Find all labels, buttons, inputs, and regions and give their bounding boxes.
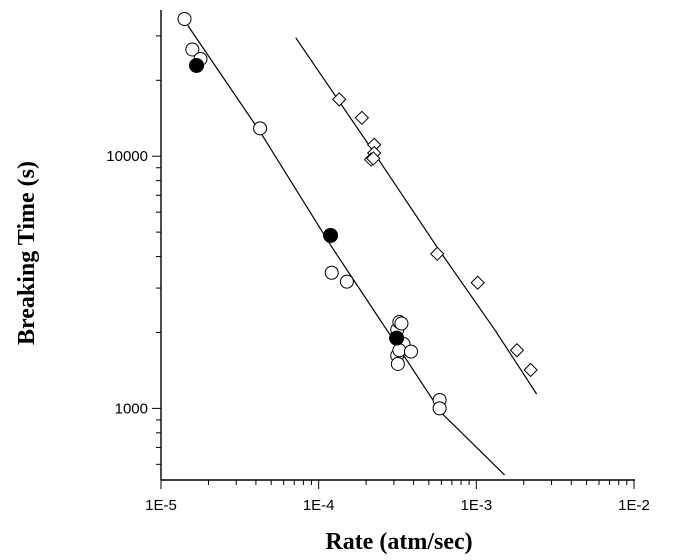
open-diamond-point xyxy=(354,110,370,126)
fit-line-1 xyxy=(187,25,506,476)
open-circle-point xyxy=(432,401,447,416)
y-tick-label: 1000 xyxy=(115,400,148,417)
open-circle-point xyxy=(392,343,407,358)
open-diamond-point xyxy=(509,343,525,358)
data-points xyxy=(177,12,538,416)
filled-circle-point xyxy=(389,330,405,346)
filled-circle-point xyxy=(189,57,205,73)
axes: 1E-5 1E-4 1E-3 1E-2 1000 10000 xyxy=(106,10,650,514)
open-circle-point xyxy=(403,344,418,359)
y-tick-label: 10000 xyxy=(106,148,148,165)
open-diamond-point xyxy=(366,151,381,166)
open-circle-point xyxy=(185,42,200,57)
open-circle-point xyxy=(253,121,268,136)
x-tick-label: 1E-2 xyxy=(618,497,650,514)
open-circle-point xyxy=(390,356,405,371)
open-circle-point xyxy=(177,12,192,27)
open-diamond-point xyxy=(430,246,445,262)
x-tick-label: 1E-5 xyxy=(145,497,177,514)
fit-lines xyxy=(187,25,538,476)
x-tick-label: 1E-4 xyxy=(303,497,335,514)
fit-line-2 xyxy=(295,37,538,395)
x-tick-label: 1E-3 xyxy=(460,497,492,514)
open-diamond-point xyxy=(523,362,538,378)
y-axis-title: Breaking Time (s) xyxy=(14,161,40,345)
open-circle-point xyxy=(324,265,339,280)
x-axis-title: Rate (atm/sec) xyxy=(325,529,472,555)
open-diamond-point xyxy=(470,275,485,290)
open-circle-point xyxy=(339,274,354,289)
open-diamond-point xyxy=(332,92,347,107)
open-circle-point xyxy=(394,316,409,331)
filled-circle-point xyxy=(323,227,339,243)
